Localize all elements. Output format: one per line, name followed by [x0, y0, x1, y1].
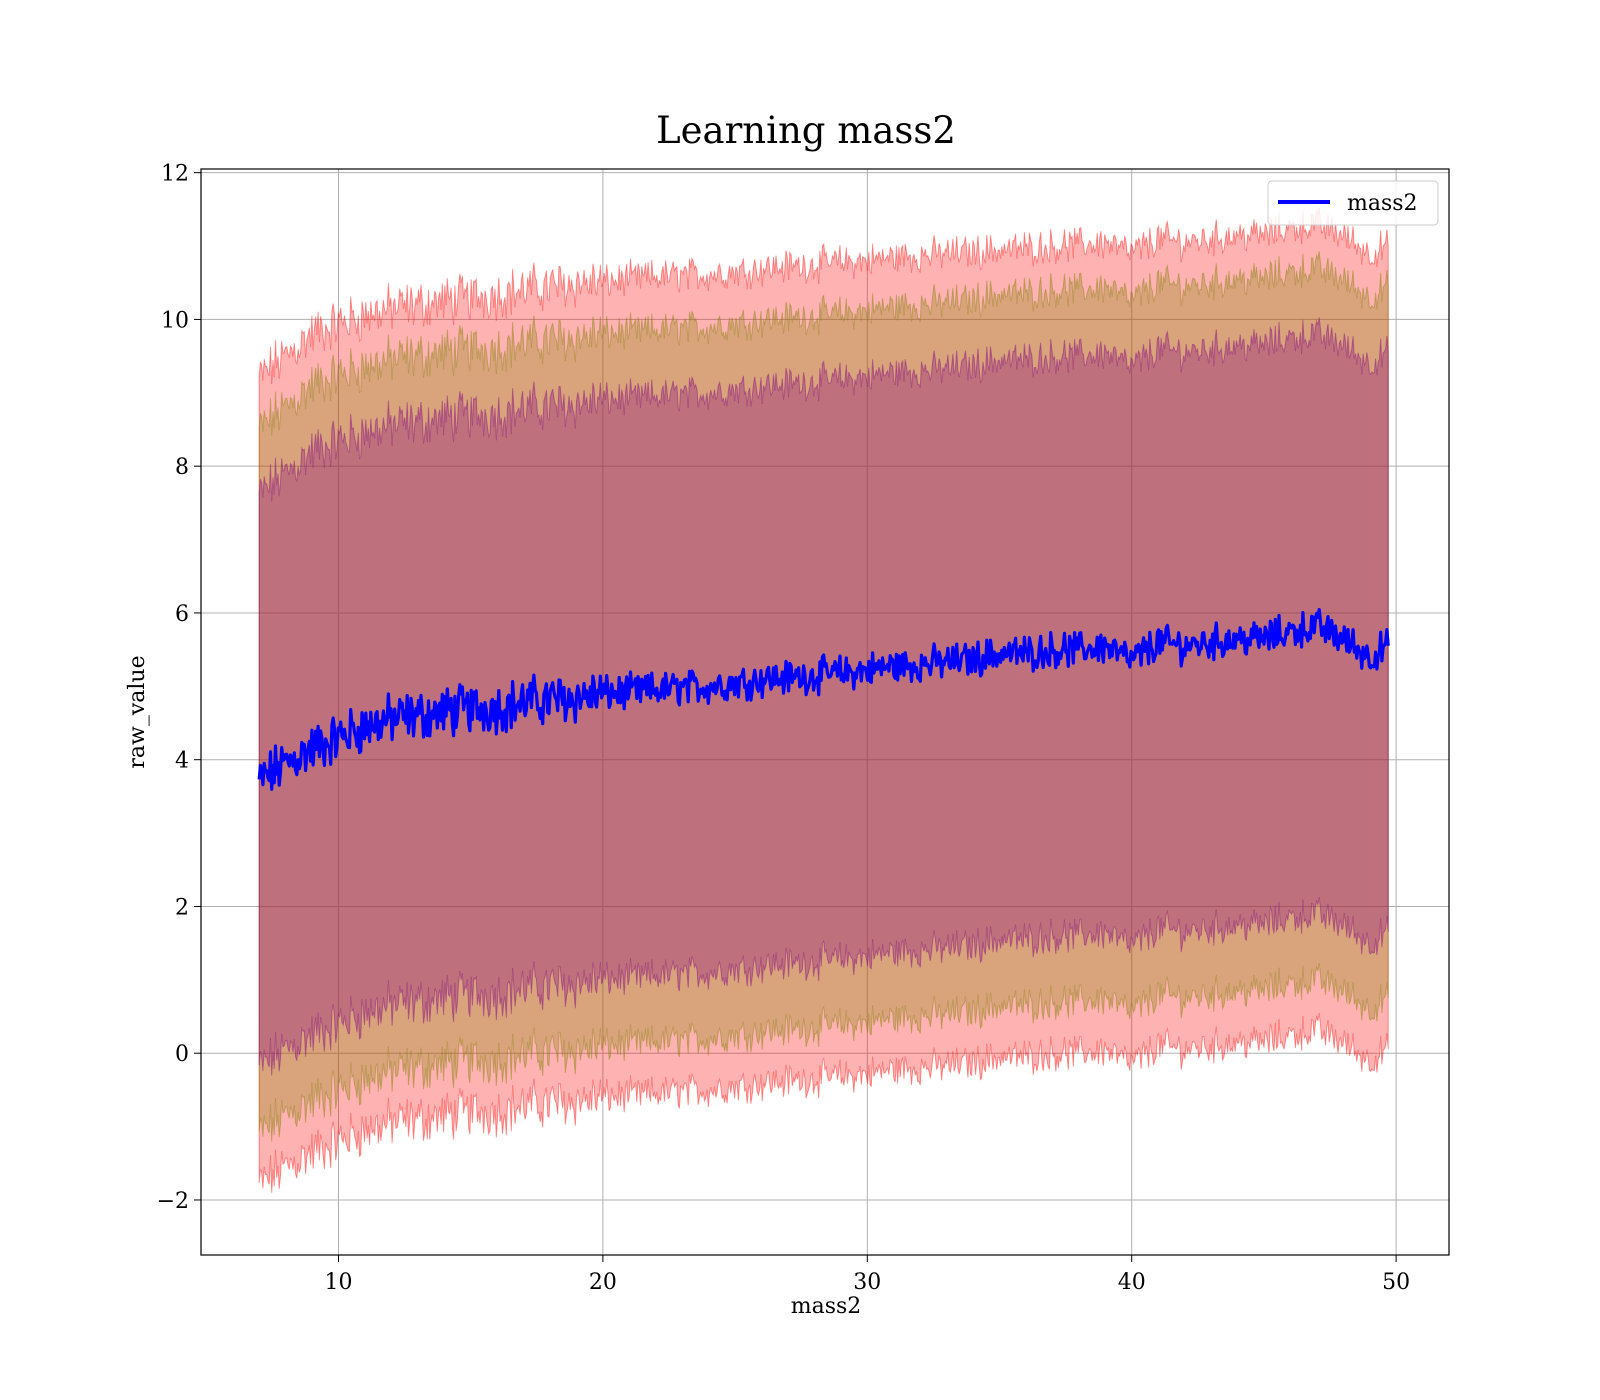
y-tick-label: 6 — [175, 602, 189, 627]
x-tick-label: 50 — [1382, 1270, 1410, 1295]
band-1 — [258, 207, 1389, 1193]
legend: mass2 — [1267, 180, 1439, 226]
grid — [201, 169, 1449, 1255]
y-axis-label: raw_value — [125, 655, 150, 768]
y-axis-ticks: −2 0 2 4 6 8 10 12 — [157, 162, 201, 1214]
y-tick-label: −2 — [157, 1189, 189, 1214]
x-tick-label: 40 — [1118, 1270, 1146, 1295]
y-tick-label: 4 — [175, 749, 189, 774]
band-3 — [258, 317, 1389, 1076]
x-tick-label: 20 — [589, 1270, 617, 1295]
y-tick-label: 0 — [175, 1042, 189, 1067]
y-tick-label: 8 — [175, 455, 189, 480]
y-tick-label: 12 — [161, 162, 189, 187]
legend-label-mass2: mass2 — [1347, 191, 1418, 216]
series-line-mass2 — [257, 607, 1390, 791]
series-lines — [257, 607, 1390, 791]
chart-title: Learning mass2 — [656, 109, 956, 152]
y-tick-label: 2 — [175, 895, 189, 920]
x-axis-ticks: 10 20 30 40 50 — [324, 1255, 1410, 1295]
confidence-bands — [258, 207, 1389, 1193]
plot-frame — [200, 168, 1450, 1256]
x-tick-label: 10 — [324, 1270, 352, 1295]
x-tick-label: 30 — [853, 1270, 881, 1295]
band-2 — [258, 251, 1389, 1142]
x-axis-label: mass2 — [791, 1294, 862, 1319]
legend-box — [1267, 180, 1439, 226]
y-tick-label: 10 — [161, 308, 189, 333]
